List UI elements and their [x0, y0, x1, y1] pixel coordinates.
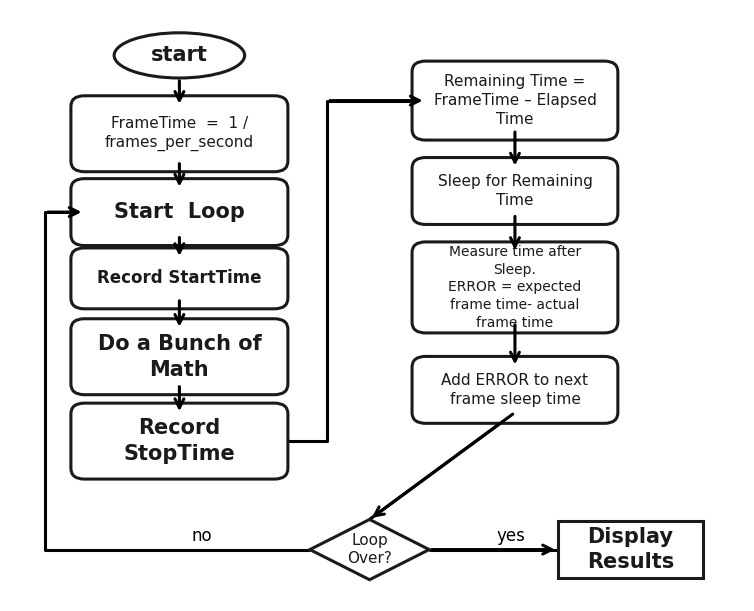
Text: Display
Results: Display Results — [587, 527, 674, 572]
Text: yes: yes — [497, 527, 526, 545]
Text: Sleep for Remaining
Time: Sleep for Remaining Time — [437, 174, 593, 208]
Text: Add ERROR to next
frame sleep time: Add ERROR to next frame sleep time — [441, 373, 588, 407]
Polygon shape — [310, 519, 429, 580]
Text: Record StartTime: Record StartTime — [97, 269, 262, 287]
Ellipse shape — [114, 33, 244, 78]
Text: Record
StopTime: Record StopTime — [124, 419, 235, 464]
FancyBboxPatch shape — [412, 356, 618, 423]
FancyBboxPatch shape — [71, 403, 288, 479]
FancyBboxPatch shape — [412, 61, 618, 140]
FancyBboxPatch shape — [412, 158, 618, 224]
FancyBboxPatch shape — [71, 319, 288, 395]
FancyBboxPatch shape — [412, 242, 618, 333]
FancyBboxPatch shape — [71, 248, 288, 309]
Text: Start  Loop: Start Loop — [114, 202, 245, 222]
FancyBboxPatch shape — [71, 178, 288, 246]
Text: Measure time after
Sleep.
ERROR = expected
frame time- actual
frame time: Measure time after Sleep. ERROR = expect… — [449, 245, 581, 330]
Text: start: start — [151, 45, 208, 65]
Text: FrameTime  =  1 /
frames_per_second: FrameTime = 1 / frames_per_second — [105, 116, 254, 152]
Text: Loop
Over?: Loop Over? — [347, 533, 392, 566]
FancyBboxPatch shape — [71, 96, 288, 172]
Text: Do a Bunch of
Math: Do a Bunch of Math — [97, 334, 262, 379]
Text: no: no — [192, 527, 212, 545]
Bar — [558, 521, 703, 578]
Text: Remaining Time =
FrameTime – Elapsed
Time: Remaining Time = FrameTime – Elapsed Tim… — [434, 74, 596, 127]
